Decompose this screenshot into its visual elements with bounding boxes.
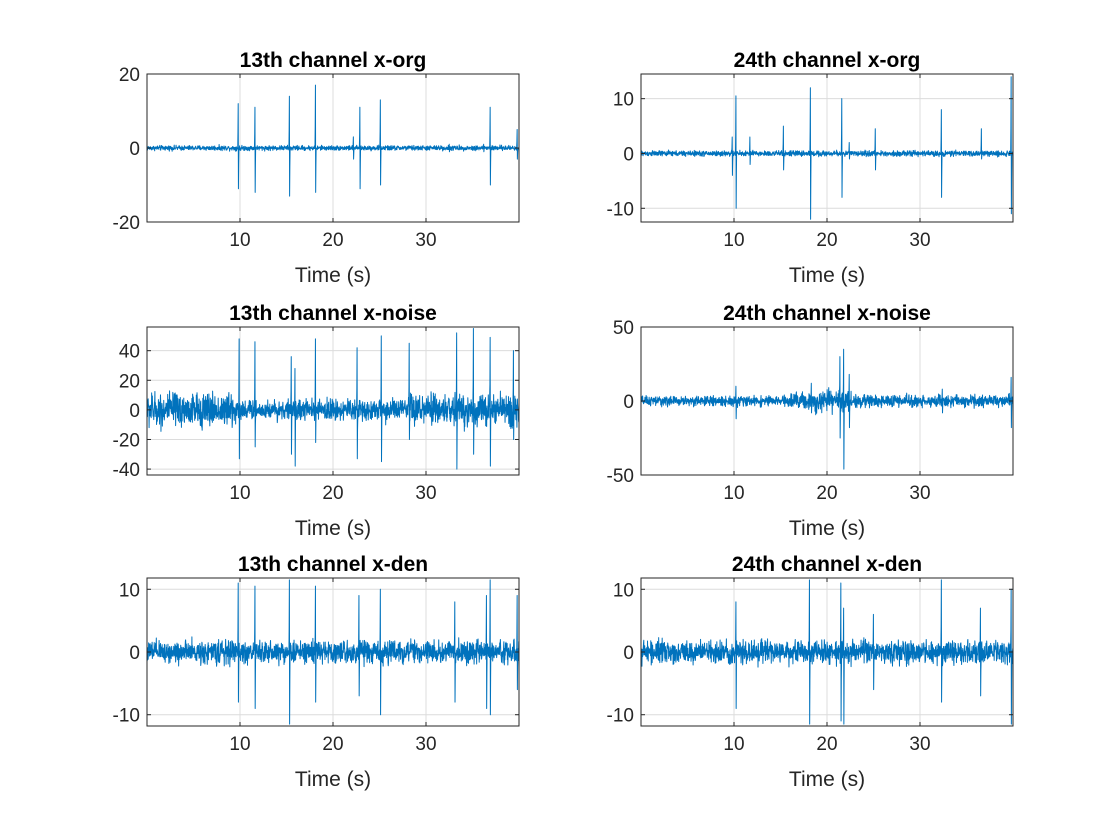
x-tick-label: 20: [816, 483, 837, 504]
subplot-title: 24th channel x-org: [734, 49, 921, 72]
x-tick-label: 30: [909, 230, 930, 251]
y-tick-label: -10: [607, 706, 634, 727]
y-tick-label: 0: [129, 401, 140, 422]
x-tick-label: 30: [415, 230, 436, 251]
subplot-title: 13th channel x-noise: [229, 302, 437, 325]
y-tick-label: -50: [607, 466, 634, 487]
subplot-title: 24th channel x-den: [732, 553, 922, 576]
y-tick-label: -20: [113, 213, 140, 234]
x-axis-label: Time (s): [295, 517, 371, 540]
x-tick-label: 30: [909, 483, 930, 504]
subplot-title: 13th channel x-den: [238, 553, 428, 576]
x-tick-label: 10: [723, 734, 744, 755]
x-tick-label: 10: [229, 230, 250, 251]
x-tick-label: 10: [723, 230, 744, 251]
subplot-title: 24th channel x-noise: [723, 302, 931, 325]
subplot-5: 10 20 30 -10 0 10 13th channel x-den Time (s): [113, 553, 520, 791]
x-axis-label: Time (s): [295, 264, 371, 287]
x-tick-label: 20: [322, 483, 343, 504]
y-tick-label: 40: [119, 342, 140, 363]
series-line: [640, 348, 1014, 470]
y-tick-label: 20: [119, 65, 140, 86]
y-tick-label: 0: [623, 643, 634, 664]
y-tick-label: -40: [113, 460, 140, 481]
y-tick-label: 10: [613, 90, 634, 111]
series-line: [146, 84, 520, 197]
x-axis-label: Time (s): [789, 517, 865, 540]
x-axis-label: Time (s): [789, 264, 865, 287]
x-tick-label: 20: [322, 230, 343, 251]
subplot-4: 10 20 30 -50 0 50 24th channel x-noise Time (s): [607, 302, 1014, 540]
y-tick-label: 0: [129, 643, 140, 664]
subplot-2: 10 20 30 -10 0 10 24th channel x-org Time (s): [607, 49, 1014, 287]
x-axis-label: Time (s): [295, 768, 371, 791]
series-line: [146, 327, 520, 470]
x-tick-label: 20: [816, 734, 837, 755]
y-tick-label: 50: [613, 318, 634, 339]
y-tick-label: -10: [607, 199, 634, 220]
y-tick-label: 0: [623, 392, 634, 413]
y-tick-label: 0: [129, 139, 140, 160]
x-tick-label: 30: [415, 483, 436, 504]
y-tick-label: 0: [623, 144, 634, 165]
x-tick-label: 10: [723, 483, 744, 504]
subplot-6: 10 20 30 -10 0 10 24th channel x-den Time (s): [607, 553, 1014, 791]
y-tick-label: -10: [113, 706, 140, 727]
subplot-title: 13th channel x-org: [240, 49, 427, 72]
series-line: [146, 579, 520, 725]
x-tick-label: 20: [322, 734, 343, 755]
x-tick-label: 20: [816, 230, 837, 251]
x-tick-label: 10: [229, 734, 250, 755]
x-tick-label: 10: [229, 483, 250, 504]
y-tick-label: 10: [613, 580, 634, 601]
series-line: [640, 579, 1014, 725]
x-tick-label: 30: [909, 734, 930, 755]
x-tick-label: 30: [415, 734, 436, 755]
x-axis-label: Time (s): [789, 768, 865, 791]
y-tick-label: -20: [113, 430, 140, 451]
series-line: [640, 76, 1014, 220]
subplot-3: 10 20 30 -40 -20 0 20 40 13th channel x-noise Tim…: [113, 302, 520, 540]
subplot-1: 10 20 30 -20 0 20 13th channel x-org Time (s): [113, 49, 520, 287]
y-tick-label: 20: [119, 371, 140, 392]
y-tick-label: 10: [119, 580, 140, 601]
